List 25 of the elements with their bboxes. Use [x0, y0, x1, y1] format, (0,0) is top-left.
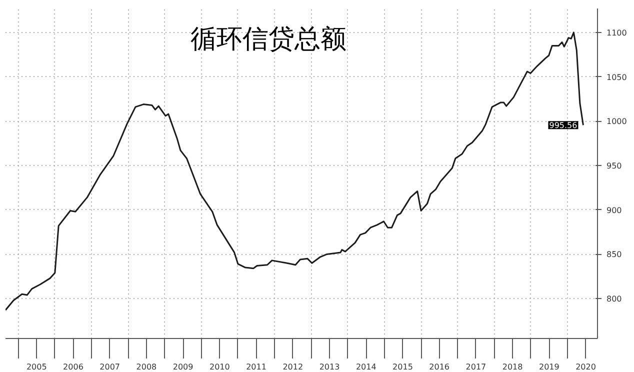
- y-tick-label: 1100: [606, 28, 627, 38]
- x-tick-label: 2015: [392, 362, 413, 372]
- annotation: 995.56: [549, 121, 578, 130]
- x-tick-label: 2013: [319, 362, 340, 372]
- x-tick-label: 2007: [100, 362, 120, 372]
- x-tick-label: 2005: [26, 362, 47, 372]
- y-tick-label: 950: [606, 162, 622, 171]
- x-tick-label: 2016: [429, 362, 450, 372]
- y-tick-label: 900: [606, 206, 622, 215]
- x-tick-label: 2020: [576, 362, 596, 372]
- x-tick-label: 2009: [172, 362, 194, 372]
- x-tick-label: 2011: [246, 362, 266, 372]
- y-tick-label: 850: [606, 250, 622, 260]
- x-tick-label: 2010: [209, 362, 230, 372]
- y-tick-label: 1000: [606, 117, 627, 126]
- x-tick-label: 2012: [282, 362, 304, 372]
- x-tick-label: 2019: [538, 362, 560, 372]
- x-tick-label: 2014: [356, 362, 376, 372]
- x-tick-label: 2017: [466, 362, 486, 372]
- x-tick-label: 2006: [63, 362, 84, 372]
- y-tick-label: 800: [606, 294, 622, 304]
- x-tick-label: 2018: [502, 362, 523, 372]
- text: 循环信贷总额: [190, 24, 346, 54]
- y-tick-label: 1050: [606, 72, 627, 82]
- x-tick-label: 2008: [136, 362, 157, 372]
